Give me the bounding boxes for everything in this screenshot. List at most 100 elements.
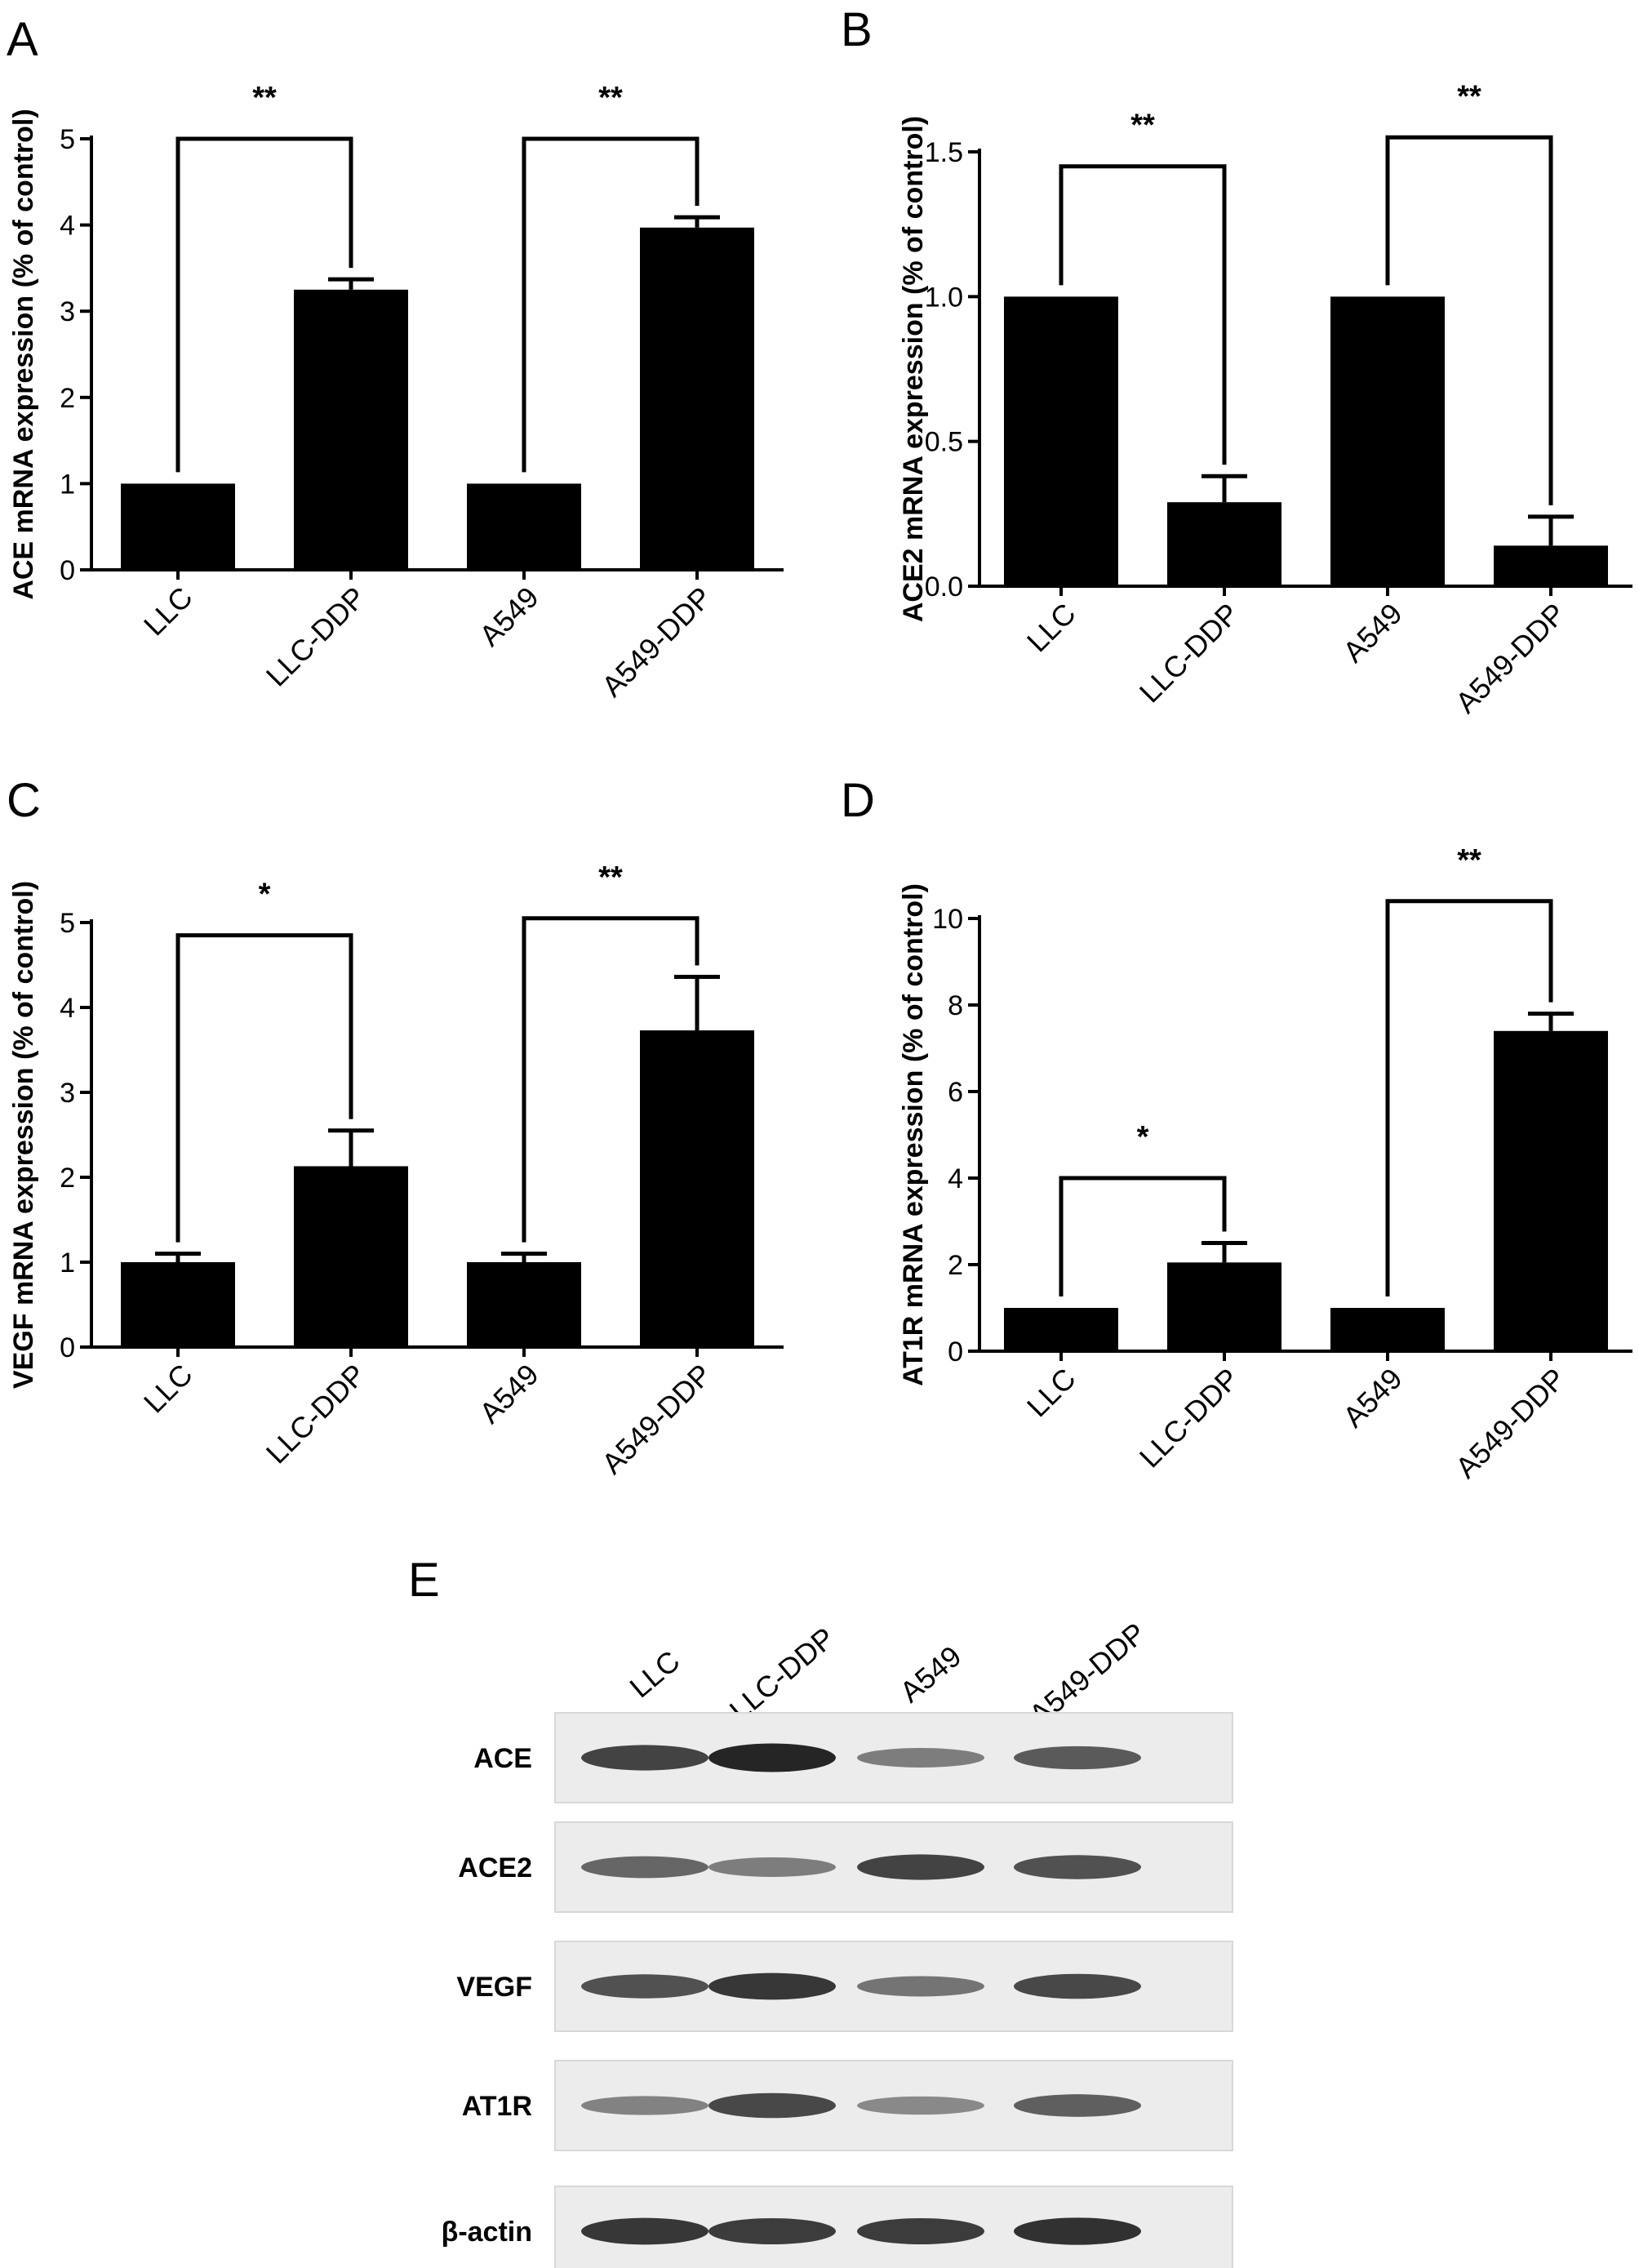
panel-c-y-tick-label: 4 (60, 993, 75, 1024)
blot-row-label: VEGF (456, 1972, 532, 2003)
panel-c-category-label: LLC (137, 1358, 199, 1420)
panel-a-bar-a549-ddp (640, 227, 754, 570)
panel-a-y-tick-label: 2 (60, 383, 75, 414)
panel-b-category-label: A549-DDP (1449, 597, 1572, 720)
panel-b-letter: B (841, 3, 873, 56)
panel-a-y-tick-label: 5 (60, 124, 75, 155)
blot-band (1014, 2094, 1141, 2117)
blot-row-label: β-actin (442, 2217, 532, 2248)
panel-a-category-label: LLC (137, 580, 199, 643)
panel-a-significance-label: ** (252, 81, 277, 115)
panel-c-significance-bracket (522, 916, 700, 1243)
blot-band (1014, 1745, 1141, 1770)
panel-c-y-tick-label: 5 (60, 908, 75, 939)
panel-c-significance-label: * (259, 878, 271, 912)
blot-band (708, 1857, 836, 1877)
panel-d-y-tick-label: 10 (932, 904, 963, 935)
panel-c-y-tick-label: 0 (60, 1332, 75, 1363)
panel-b-category-label: A549 (1336, 597, 1408, 669)
panel-b-category-label: LLC-DDP (1133, 597, 1246, 709)
panel-b-y-tick-label: 1.0 (925, 282, 963, 313)
panel-d-bar-llc (1004, 1308, 1118, 1351)
panel-a-y-tick-label: 3 (60, 296, 75, 327)
panel-d-bar-a549-ddp (1494, 1030, 1608, 1351)
blot-band (708, 2092, 836, 2119)
panel-c-y-tick-label: 3 (60, 1078, 75, 1109)
blot-lane-label: LLC-DDP (723, 1621, 841, 1727)
panel-c-category-label: LLC-DDP (260, 1358, 372, 1470)
panel-c-category-label: A549 (473, 1358, 544, 1430)
panel-b-y-tick-label: 0.5 (925, 427, 963, 458)
panel-b-bar-a549 (1330, 296, 1445, 586)
panel-b-bar-llc (1004, 296, 1118, 586)
blot-row-label: ACE2 (458, 1852, 532, 1883)
panel-d-bar-a549 (1330, 1308, 1445, 1351)
panel-b-significance-bracket (1059, 164, 1227, 465)
panel-d-significance-bracket (1385, 899, 1553, 1296)
panel-c-letter: C (7, 774, 41, 827)
panel-a-bar-a549 (467, 483, 581, 570)
panel-b-bar-a549-ddp (1494, 545, 1608, 586)
blot-band (581, 1856, 708, 1879)
panel-a-y-axis-title: ACE mRNA expression (% of control) (8, 109, 39, 599)
panel-a-category-label: LLC-DDP (260, 580, 372, 693)
panel-c-bar-a549 (467, 1262, 581, 1347)
panel-d-y-tick-label: 8 (948, 990, 963, 1021)
blot-band (581, 1745, 708, 1771)
panel-d-letter: D (841, 774, 875, 827)
panel-c-chart: C 0 1 2 3 4 5 VEGF mRNA expression (% of contro… (7, 774, 784, 1480)
panel-a-bar-llc (121, 483, 235, 570)
blot-band (857, 2217, 984, 2245)
panel-a-significance-bracket (522, 136, 700, 473)
panel-c-bar-a549-ddp (640, 1030, 754, 1347)
blot-band (708, 1972, 836, 2000)
panel-c-category-label: A549-DDP (595, 1358, 718, 1481)
panel-d-y-tick-label: 4 (948, 1163, 963, 1194)
blot-band (857, 1748, 984, 1768)
panel-d-significance-label: ** (1457, 843, 1481, 878)
panel-a-significance-label: ** (598, 81, 623, 115)
panel-a-bar-llc-ddp (294, 289, 408, 570)
panel-a-y-tick-label: 0 (60, 555, 75, 586)
panel-a-y-tick-label: 1 (60, 469, 75, 500)
blot-lane-label: LLC (623, 1643, 686, 1704)
panel-a-category-label: A549-DDP (595, 580, 718, 704)
panel-b-y-axis-title: ACE2 mRNA expression (% of control) (898, 116, 929, 622)
panel-d-significance-bracket (1059, 1176, 1227, 1296)
panel-b-significance-bracket (1385, 135, 1553, 505)
panel-a-chart: A 0 1 2 3 4 5 ACE mRNA expression (% of control… (7, 13, 784, 703)
blot-row-label: AT1R (462, 2091, 532, 2122)
panel-c-bar-llc-ddp (294, 1166, 408, 1347)
panel-d-y-tick-label: 2 (948, 1250, 963, 1281)
blot-band (581, 2217, 708, 2245)
blot-band (857, 2096, 984, 2115)
blot-row-label: ACE (473, 1743, 532, 1774)
blot-band (857, 1854, 984, 1880)
blot-band (857, 1976, 984, 1997)
blot-band (708, 1743, 836, 1772)
panel-d-category-label: LLC-DDP (1133, 1362, 1246, 1474)
panel-d-category-label: A549 (1336, 1362, 1408, 1434)
blot-band (1014, 1855, 1141, 1879)
panel-c-y-axis-title: VEGF mRNA expression (% of control) (8, 881, 39, 1389)
panel-e-letter: E (408, 1554, 440, 1607)
blot-band (708, 2217, 836, 2245)
panel-c-bar-llc (121, 1262, 235, 1347)
panel-d-bar-llc-ddp (1167, 1262, 1281, 1351)
panel-a-y-tick-label: 4 (60, 211, 75, 242)
panel-d-significance-label: * (1137, 1120, 1149, 1154)
panel-d-category-label: LLC (1020, 1362, 1082, 1424)
panel-a-letter: A (7, 13, 38, 66)
blot-lane-label: A549 (894, 1639, 968, 1709)
panel-d-y-axis-title: AT1R mRNA expression (% of control) (898, 883, 929, 1386)
blot-band (581, 2096, 708, 2115)
panel-b-significance-label: ** (1130, 109, 1155, 143)
panel-c-significance-bracket (175, 933, 353, 1243)
panel-d-category-label: A549-DDP (1449, 1362, 1572, 1485)
panel-c-y-tick-label: 1 (60, 1247, 75, 1279)
panel-a-category-label: A549 (473, 580, 544, 652)
